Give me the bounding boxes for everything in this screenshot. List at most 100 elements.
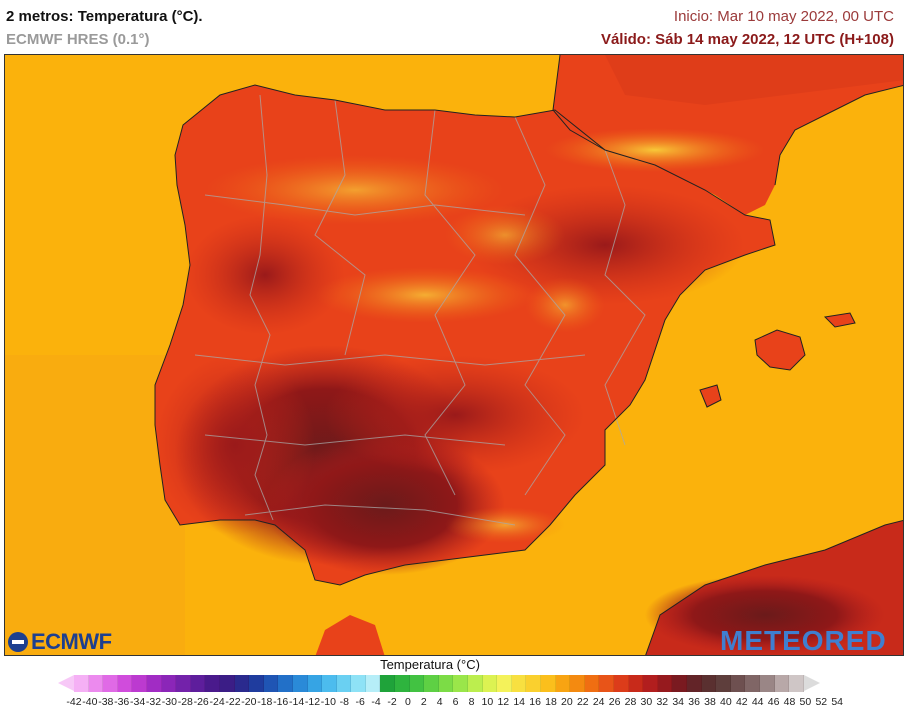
- legend-color-cell: [701, 675, 717, 692]
- legend-tick-label: 36: [688, 696, 700, 708]
- legend-tick-label: 12: [497, 696, 510, 708]
- legend-tick-label: -20: [241, 696, 257, 708]
- map-svg: [5, 55, 903, 655]
- legend-color-cell: [584, 675, 600, 692]
- legend-tick-label: 40: [720, 696, 732, 708]
- legend-color-cell: [672, 675, 687, 692]
- legend-tick-label: 14: [513, 696, 526, 708]
- legend-color-cell: [468, 675, 483, 692]
- legend-min-arrow: [58, 675, 74, 691]
- legend-tick-label: -16: [273, 696, 289, 708]
- legend-tick-label: -8: [339, 696, 349, 708]
- legend-tick-label: -18: [257, 696, 273, 708]
- legend-color-cell: [190, 675, 206, 692]
- legend-color-cell: [380, 675, 396, 692]
- legend-tick-label: 24: [592, 696, 605, 708]
- valid-time: Válido: Sáb 14 may 2022, 12 UTC (H+108): [600, 31, 894, 48]
- legend-tick-label: 52: [815, 696, 828, 708]
- legend-tick-label: 44: [751, 696, 764, 708]
- init-time: Inicio: Mar 10 may 2022, 00 UTC: [673, 8, 894, 25]
- legend-tick-label: -2: [387, 696, 397, 708]
- legend-tick-label: 8: [468, 696, 475, 708]
- legend-tick-label: 0: [404, 696, 411, 708]
- map-title: 2 metros: Temperatura (°C).: [6, 8, 203, 25]
- legend-color-cell: [774, 675, 790, 692]
- legend-tick-label: -22: [225, 696, 241, 708]
- legend-tick-label: 48: [783, 696, 796, 708]
- legend-tick-label: -34: [130, 696, 146, 708]
- legend-color-cell: [307, 675, 323, 692]
- legend-color-cell: [249, 675, 264, 692]
- legend-tick-label: 54: [831, 696, 844, 708]
- legend-color-cell: [628, 675, 644, 692]
- ecmwf-logo: ECMWF: [8, 629, 112, 655]
- legend-tick-label: 22: [576, 696, 589, 708]
- legend-tick-label: -24: [209, 696, 225, 708]
- legend-color-cell: [497, 675, 512, 692]
- model-label: ECMWF HRES (0.1°): [6, 31, 150, 48]
- legend-tick-label: -12: [304, 696, 321, 708]
- legend-color-cell: [219, 675, 235, 692]
- legend-color-cell: [526, 675, 541, 692]
- legend-color-cell: [365, 675, 381, 692]
- legend-color-cell: [74, 675, 89, 692]
- legend-color-cell: [351, 675, 366, 692]
- legend-color-cell: [482, 675, 498, 692]
- legend-color-cell: [117, 675, 133, 692]
- legend-color-cell: [263, 675, 279, 692]
- legend-color-cell: [613, 675, 629, 692]
- legend-tick-label: 42: [735, 696, 748, 708]
- mallorca: [755, 330, 805, 370]
- legend-color-cell: [424, 675, 439, 692]
- legend-tick-label: 16: [529, 696, 541, 708]
- legend-tick-label: -26: [193, 696, 209, 708]
- color-legend-bar: [58, 675, 820, 692]
- legend-tick-label: -6: [355, 696, 365, 708]
- legend-color-cell: [453, 675, 469, 692]
- legend-color-cell: [541, 675, 556, 692]
- ecmwf-icon: [8, 632, 28, 652]
- legend-color-cell: [205, 675, 220, 692]
- legend-tick-label: 28: [624, 696, 637, 708]
- legend-max-arrow: [803, 675, 820, 691]
- legend-color-cell: [570, 675, 585, 692]
- legend-color-cell: [292, 675, 308, 692]
- legend-color-cell: [657, 675, 673, 692]
- legend-tick-label: -14: [289, 696, 305, 708]
- legend-ticks: -42 -40 -38 -36 -34 -32 -30 -28 -26 -24 -22 -20 -18-…: [58, 696, 858, 710]
- border-lines: [194, 94, 646, 526]
- legend-tick-label: 2: [420, 696, 427, 708]
- legend-tick-label: -36: [114, 696, 130, 708]
- legend-color-cell: [759, 675, 775, 692]
- legend-color-cell: [132, 675, 147, 692]
- legend-tick-label: 10: [481, 696, 494, 708]
- legend-tick-label: 38: [704, 696, 716, 708]
- legend-tick-label: 6: [452, 696, 459, 708]
- legend-tick-label: -30: [161, 696, 177, 708]
- ecmwf-logo-text: ECMWF: [31, 629, 112, 654]
- legend-tick-label: 46: [767, 696, 780, 708]
- legend-tick-label: 4: [436, 696, 443, 708]
- legend-color-cell: [686, 675, 702, 692]
- legend-color-cell: [511, 675, 527, 692]
- legend-tick-label: 20: [561, 696, 573, 708]
- legend-tick-label: 34: [672, 696, 685, 708]
- legend-color-cell: [745, 675, 760, 692]
- legend-color-cell: [146, 675, 162, 692]
- legend-tick-label: -4: [371, 696, 381, 708]
- legend-tick-label: -28: [177, 696, 193, 708]
- legend-tick-label: 18: [545, 696, 557, 708]
- legend-color-cell: [278, 675, 293, 692]
- legend-color-cell: [555, 675, 571, 692]
- legend-tick-label: -38: [98, 696, 114, 708]
- legend-tick-label: -10: [320, 696, 336, 708]
- temperature-map[interactable]: [4, 54, 904, 656]
- legend-color-cell: [88, 675, 104, 692]
- legend-tick-label: 32: [656, 696, 669, 708]
- legend-color-cell: [643, 675, 658, 692]
- legend-color-cell: [395, 675, 410, 692]
- legend-color-cell: [438, 675, 454, 692]
- legend-color-cell: [322, 675, 337, 692]
- legend-tick-label: -40: [82, 696, 98, 708]
- legend-color-cell: [716, 675, 731, 692]
